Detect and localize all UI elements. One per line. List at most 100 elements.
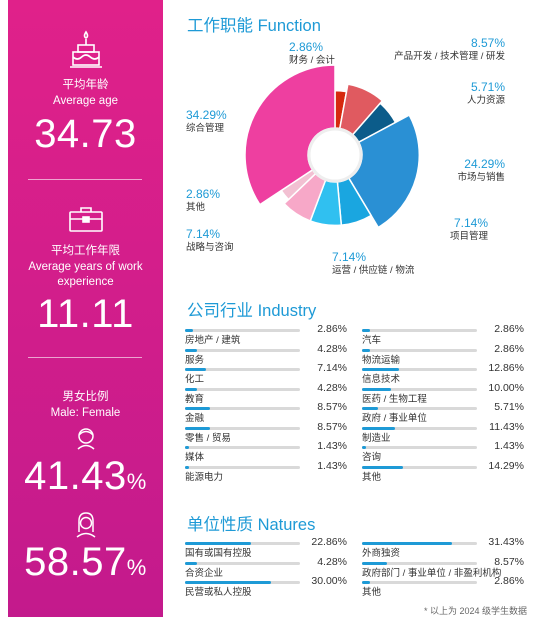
bar-label: 国有或国有控股 [185, 548, 252, 559]
summary-panel: 平均年龄 Average age 34.73 平均工作年限 Average ye… [8, 0, 163, 617]
bar-item: 7.14% 化工 [185, 362, 347, 386]
donut-label-strategy: 7.14% 战略与咨询 [186, 227, 234, 254]
bar-track [185, 465, 300, 469]
bar-value: 7.14% [317, 362, 347, 374]
male-ratio-value: 41.43 [24, 454, 127, 498]
bar-item: 5.71% 政府 / 事业单位 [362, 401, 524, 425]
bar-value: 4.28% [317, 381, 347, 394]
bar-track [185, 329, 300, 332]
donut-label-value: 7.14% [186, 227, 221, 241]
bar-label: 民营或私人控股 [185, 587, 252, 598]
donut-label-rnd: 8.57% 产品开发 / 技术管理 / 研发 [394, 36, 505, 63]
bar-value: 4.28% [317, 555, 347, 568]
bar-row: 1.43% [185, 459, 347, 472]
bar-track [185, 407, 300, 410]
bar-item: 31.43% 外商独资 [362, 536, 524, 560]
bar-fill [362, 465, 404, 469]
bar-value: 31.43% [488, 536, 524, 548]
donut-label-text: 项目管理 [449, 231, 488, 242]
bar-fill [362, 561, 387, 565]
bar-fill [362, 329, 371, 332]
bar-label: 教育 [185, 393, 205, 405]
bar-value: 8.57% [317, 420, 347, 433]
bar-row: 8.57% [185, 401, 347, 413]
bar-value: 4.28% [317, 342, 347, 355]
industry-title: 公司行业 Industry [187, 302, 317, 320]
percent-sign: % [126, 555, 147, 580]
donut-label-hr: 5.71% 人力资源 [467, 80, 505, 107]
donut-label-finance: 2.86% 财务 / 会计 [289, 40, 335, 67]
bar-value: 1.43% [494, 440, 524, 452]
bar-label: 服务 [185, 354, 205, 366]
bar-fill [362, 387, 391, 391]
bar-value: 12.86% [488, 362, 524, 374]
bar-label: 医药 / 生物工程 [362, 393, 427, 405]
female-avatar-icon [76, 512, 96, 538]
bar-item: 1.43% 媒体 [185, 440, 347, 464]
bar-value: 1.43% [317, 459, 347, 472]
bar-value: 2.86% [494, 575, 524, 587]
bar-value: 8.57% [494, 555, 524, 568]
avg-work-value: 11.11 [37, 292, 134, 336]
bar-item: 8.57% 政府部门 / 事业单位 / 非盈利机构 [362, 555, 524, 580]
bar-track [362, 542, 477, 545]
donut-label-text: 战略与咨询 [186, 242, 234, 253]
donut-hole [307, 127, 363, 183]
bar-track [362, 426, 477, 430]
bar-row: 7.14% [185, 362, 347, 374]
bar-fill [185, 561, 198, 565]
bar-track [362, 446, 477, 449]
donut-label-value: 2.86% [186, 187, 221, 201]
donut-label-text: 财务 / 会计 [289, 55, 335, 66]
percent-sign: % [126, 469, 147, 494]
bar-row: 8.57% [185, 420, 347, 433]
bar-value: 11.43% [489, 420, 524, 433]
donut-label-value: 8.57% [470, 36, 505, 50]
bar-value: 30.00% [311, 575, 347, 587]
donut-label-value: 7.14% [332, 250, 367, 264]
female-ratio: 58.57% [8, 540, 163, 590]
bar-fill [185, 581, 272, 584]
bar-track [185, 368, 300, 371]
bar-row: 11.43% [362, 420, 524, 433]
bar-label: 化工 [185, 374, 205, 385]
bar-item: 30.00% 民营或私人控股 [185, 575, 347, 599]
gender-label-en: Male: Female [50, 407, 121, 419]
bar-value: 8.57% [317, 401, 347, 413]
donut-label-pm: 7.14% 项目管理 [450, 216, 488, 243]
divider [28, 179, 142, 180]
bar-fill [362, 581, 371, 584]
bar-label: 合资企业 [185, 567, 224, 579]
bar-item: 14.29% 其他 [362, 460, 524, 484]
avg-age-value: 34.73 [34, 112, 137, 156]
female-ratio-value: 58.57 [24, 540, 127, 584]
bar-value: 2.86% [494, 323, 524, 335]
bar-fill [185, 329, 194, 332]
bar-fill [362, 426, 395, 430]
bar-track [362, 581, 477, 584]
function-donut-chart [244, 64, 420, 229]
function-title: 工作职能 Function [187, 17, 321, 35]
donut-label-value: 7.14% [453, 216, 488, 230]
bar-item: 2.86% 物流运输 [362, 343, 524, 367]
bar-track [362, 465, 477, 469]
bar-track [185, 446, 300, 449]
donut-label-text: 运营 / 供应链 / 物流 [332, 265, 415, 276]
donut-label-value: 34.29% [186, 108, 227, 122]
donut-label-text: 综合管理 [186, 123, 225, 134]
bar-label: 汽车 [362, 335, 382, 346]
bar-row: 4.28% [185, 381, 347, 394]
bar-row: 4.28% [185, 342, 347, 355]
avg-age-label-cn: 平均年龄 [62, 79, 109, 91]
bar-fill [185, 368, 206, 371]
bar-fill [185, 426, 210, 430]
bar-label: 能源电力 [185, 471, 224, 483]
natures-title: 单位性质 Natures [187, 516, 316, 534]
bar-track [362, 387, 477, 391]
bar-value: 5.71% [494, 401, 524, 413]
bar-fill [185, 542, 251, 545]
donut-label-text: 产品开发 / 技术管理 / 研发 [394, 51, 505, 62]
bar-track [185, 561, 300, 565]
bar-row: 10.00% [362, 382, 524, 394]
donut-label-other: 2.86% 其他 [186, 187, 220, 214]
